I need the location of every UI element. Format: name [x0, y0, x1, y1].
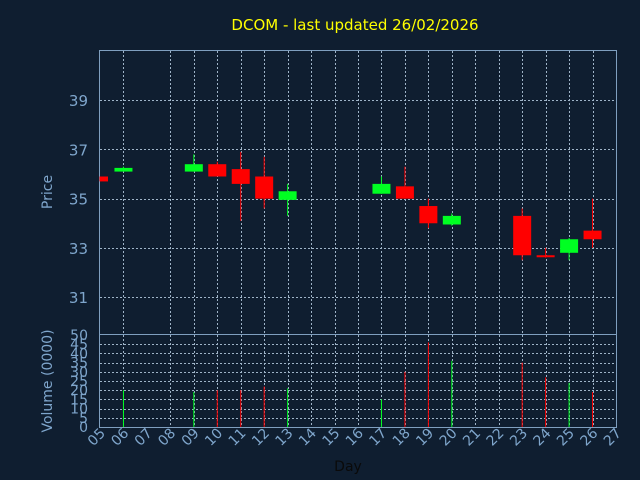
candle-body	[231, 169, 250, 184]
day-tick-label: 20	[437, 426, 461, 450]
volume-tick-label: 35	[70, 356, 88, 372]
day-tick-label: 26	[577, 425, 601, 449]
candle-body	[583, 230, 602, 240]
volume-tick-label: 10	[70, 402, 88, 418]
day-tick-label: 09	[179, 426, 203, 450]
day-tick-label: 05	[85, 426, 109, 450]
day-tick-label: 11	[226, 426, 250, 450]
volume-tick-label: 25	[70, 374, 88, 390]
candle-body	[114, 167, 133, 172]
candle-body	[278, 191, 297, 200]
volume-tick-label: 40	[70, 346, 88, 362]
volume-tick-label: 5	[79, 411, 88, 427]
day-tick-label: 10	[202, 426, 226, 450]
candle-body	[560, 239, 579, 253]
candle-body	[100, 176, 108, 182]
volume-tick-label: 0	[79, 420, 88, 436]
day-tick-label: 18	[390, 426, 414, 450]
volume-tick-label: 45	[70, 337, 88, 353]
x-axis-label: Day	[334, 459, 362, 475]
day-tick-label: 06	[108, 425, 132, 449]
price-axis-label: Price	[40, 175, 56, 209]
price-tick-labels: 31 33 35 37 39	[69, 92, 88, 307]
chart-title: DCOM - last updated 26/02/2026	[231, 16, 478, 34]
candle-body	[513, 215, 532, 256]
day-tick-label: 13	[273, 426, 297, 450]
candle-body	[536, 255, 555, 258]
day-tick-label: 12	[249, 426, 273, 450]
volume-tick-label: 50	[70, 328, 88, 344]
candle-body	[255, 176, 274, 199]
volume-bars	[122, 342, 594, 427]
day-tick-label: 15	[319, 426, 343, 450]
candles	[99, 151, 602, 261]
day-tick-label: 17	[366, 426, 390, 450]
price-tick-label: 37	[69, 141, 88, 159]
day-tick-label: 21	[460, 426, 484, 450]
day-tick-label: 19	[413, 426, 437, 450]
candle-body	[184, 164, 203, 172]
day-tick-label: 25	[554, 426, 578, 450]
day-tick-label: 14	[296, 425, 320, 449]
volume-axis-label: Volume (0000)	[40, 329, 56, 432]
candle-body	[419, 206, 438, 224]
day-tick-label: 27	[601, 426, 625, 450]
price-tick-label: 33	[69, 240, 88, 258]
day-tick-labels: 05 06 07 08 09 10 11 12 13 14 15 16 17 18 19 20 21 22 23 24…	[85, 425, 625, 449]
price-tick-label: 31	[69, 289, 88, 307]
day-tick-label: 08	[155, 426, 179, 450]
candle-body	[372, 183, 391, 194]
price-tick-label: 39	[69, 92, 88, 110]
day-tick-label: 24	[531, 425, 555, 449]
volume-tick-label: 30	[70, 365, 88, 381]
candle-body	[442, 215, 461, 225]
candle-body	[208, 164, 227, 177]
day-tick-label: 07	[132, 426, 156, 450]
day-tick-label: 22	[484, 426, 508, 450]
candle-body	[395, 186, 414, 199]
price-tick-label: 35	[69, 191, 88, 209]
volume-tick-label: 15	[70, 392, 88, 408]
day-tick-label: 23	[507, 426, 531, 450]
volume-tick-label: 20	[70, 383, 88, 399]
day-tick-label: 16	[343, 425, 367, 449]
